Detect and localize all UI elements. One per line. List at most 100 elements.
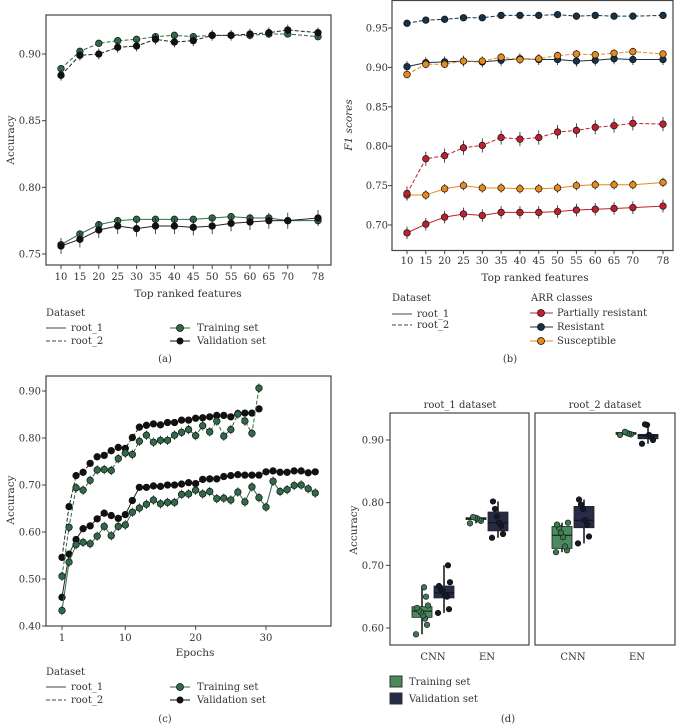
box-cnn-training-set	[551, 519, 573, 556]
data-point	[208, 31, 216, 39]
data-point	[100, 522, 108, 531]
plot-frame	[45, 14, 332, 266]
data-point	[255, 471, 263, 479]
data-point	[591, 51, 599, 59]
data-point	[553, 10, 562, 19]
data-point	[629, 181, 637, 189]
legend-label: root_1	[71, 682, 103, 693]
data-point	[220, 472, 228, 481]
panel-b: F1 scores Top ranked features Dataset ro…	[343, 0, 674, 365]
x-tick-label: 20	[438, 256, 451, 267]
data-point	[255, 494, 263, 502]
facet-title: root_2 dataset	[569, 400, 642, 411]
data-point	[206, 475, 214, 483]
data-point	[581, 517, 589, 524]
data-point	[488, 534, 496, 541]
data-point	[227, 471, 235, 480]
data-point	[572, 57, 581, 65]
data-point	[444, 562, 452, 569]
data-point	[497, 184, 505, 192]
caption: (b)	[503, 354, 517, 365]
data-point	[459, 210, 468, 218]
data-point	[220, 494, 228, 502]
data-point	[616, 431, 624, 439]
data-point	[114, 455, 122, 463]
x-axis-label: Top ranked features	[481, 272, 588, 284]
data-point	[227, 31, 235, 39]
data-point	[255, 405, 263, 413]
data-point	[163, 436, 172, 445]
data-point	[192, 486, 200, 494]
data-point	[189, 37, 197, 45]
data-point	[121, 521, 129, 529]
x-tick-label: 78	[657, 256, 670, 267]
data-point	[95, 39, 103, 47]
data-point	[659, 11, 667, 20]
data-point	[265, 29, 273, 37]
data-point	[241, 417, 249, 425]
data-point	[100, 509, 108, 517]
x-tick-label: EN	[479, 652, 495, 663]
data-point	[610, 204, 618, 213]
data-point	[440, 60, 449, 68]
data-point	[79, 486, 87, 494]
data-point	[170, 498, 179, 507]
data-point	[184, 479, 193, 487]
data-point	[151, 35, 160, 43]
facet-title: root_1 dataset	[424, 400, 497, 411]
data-point	[72, 471, 80, 480]
data-point	[213, 475, 221, 483]
data-point	[290, 481, 298, 490]
legend-label: Validation set	[408, 694, 478, 705]
data-point	[95, 226, 103, 234]
data-point	[610, 122, 618, 130]
caption: (a)	[158, 354, 172, 365]
y-tick-label: 0.90	[19, 50, 41, 61]
data-point	[234, 471, 242, 479]
data-point	[199, 414, 207, 422]
data-point	[86, 540, 94, 548]
facet-frame-root1	[389, 412, 530, 646]
data-point	[574, 540, 582, 547]
y-tick-label: 0.80	[19, 434, 41, 445]
data-point	[403, 229, 411, 237]
data-point	[314, 29, 322, 37]
x-tick-label: 35	[149, 272, 162, 283]
data-point	[142, 500, 151, 508]
data-point	[610, 49, 618, 57]
series-root_2-susceptible	[403, 47, 667, 79]
legend-label: Training set	[197, 682, 258, 693]
box-cnn-validation-set	[573, 496, 595, 547]
data-point	[516, 208, 524, 217]
data-point	[629, 55, 637, 64]
data-point	[184, 490, 193, 498]
data-point	[220, 411, 228, 420]
data-point	[170, 418, 179, 427]
y-tick-label: 0.85	[366, 102, 388, 113]
data-point	[213, 417, 221, 425]
x-tick-label: 60	[589, 256, 602, 267]
y-axis-label: Accuracy	[5, 475, 17, 525]
x-tick-label: 70	[627, 256, 640, 267]
data-point	[459, 181, 468, 190]
x-tick-label: 15	[74, 272, 87, 283]
legend-label: Validation set	[196, 336, 266, 347]
data-point	[553, 207, 562, 216]
data-point	[304, 485, 312, 493]
data-point	[435, 582, 443, 590]
legend-label: root_2	[71, 695, 103, 706]
x-axis-label: Top ranked features	[134, 288, 241, 300]
data-point	[177, 428, 186, 437]
data-point	[422, 60, 430, 68]
x-tick-label: CNN	[560, 652, 585, 663]
data-point	[142, 483, 151, 492]
data-point	[121, 510, 129, 519]
data-point	[135, 483, 144, 492]
data-point	[422, 191, 430, 199]
data-point	[403, 70, 411, 79]
data-point	[297, 481, 305, 489]
legend-swatch	[389, 675, 403, 688]
data-point	[478, 57, 486, 65]
panel-a: Accuracy Top ranked features Dataset roo…	[5, 14, 332, 365]
data-point	[93, 532, 101, 540]
